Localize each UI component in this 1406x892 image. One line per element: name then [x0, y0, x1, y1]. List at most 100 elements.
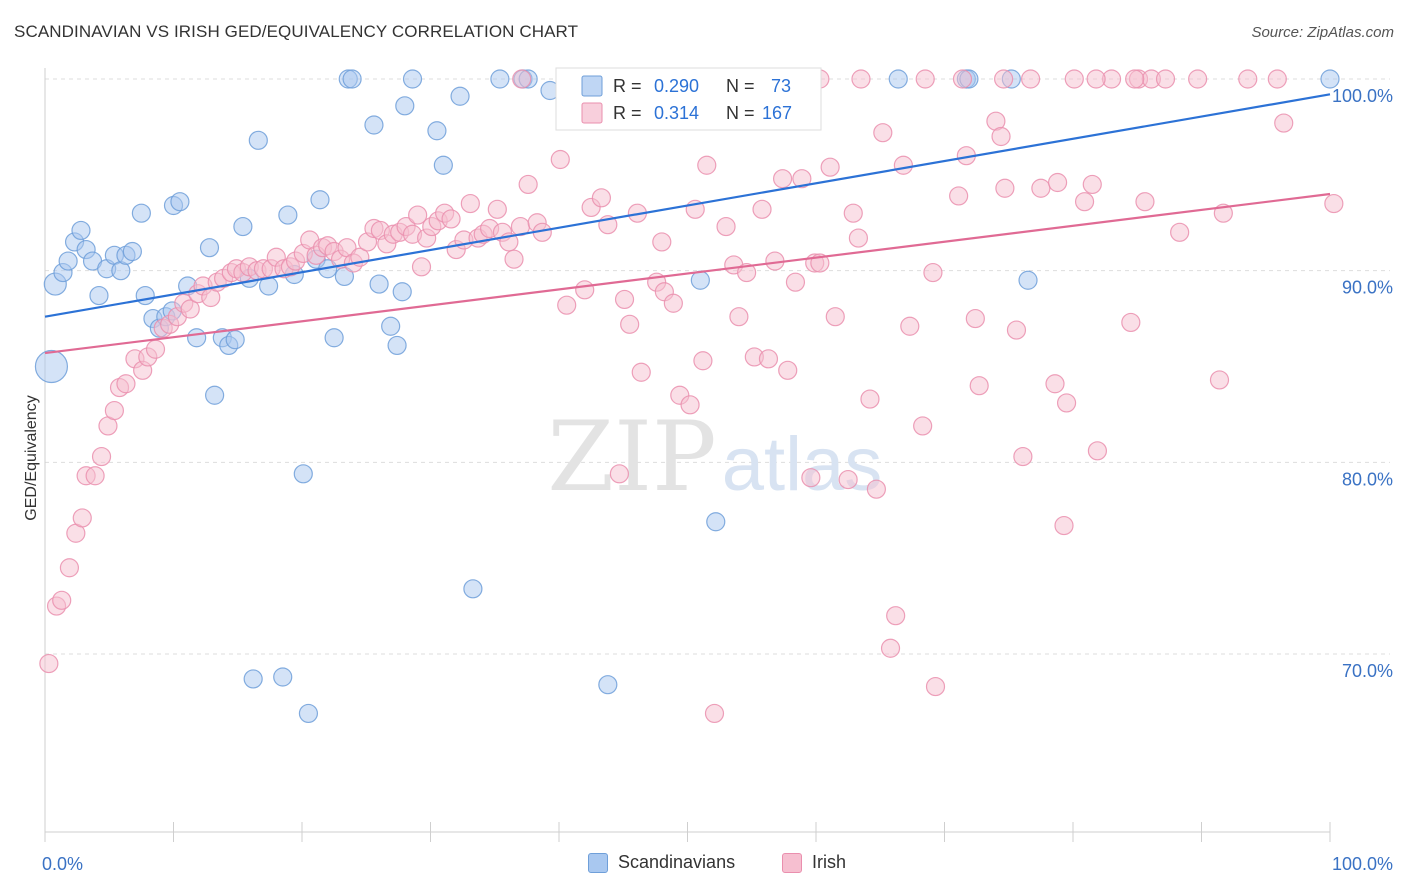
- irish-point: [1125, 69, 1145, 89]
- watermark-zip: ZIP: [547, 401, 716, 513]
- scandinavians-point: [122, 241, 142, 262]
- scandinavians-point: [324, 328, 344, 348]
- irish-point: [85, 466, 105, 486]
- scandinavians-point: [243, 669, 263, 689]
- irish-point: [915, 69, 935, 89]
- irish-point: [913, 416, 933, 436]
- scandinavians-point: [381, 316, 401, 336]
- irish-point: [1267, 69, 1287, 89]
- irish-point: [886, 606, 906, 626]
- irish-point: [116, 374, 136, 394]
- irish-point: [851, 69, 871, 89]
- irish-point: [1238, 69, 1258, 89]
- irish-point: [1082, 174, 1102, 195]
- scandinavians-point: [199, 238, 220, 258]
- irish-point: [518, 174, 538, 195]
- axes: [44, 68, 1331, 842]
- chart-title: SCANDINAVIAN VS IRISH GED/EQUIVALENCY CO…: [14, 22, 579, 41]
- scandinavians-point: [273, 667, 293, 687]
- legend-r-value: 0.290: [654, 76, 699, 96]
- scandinavians-point: [490, 69, 510, 89]
- scandinavians-point: [450, 86, 470, 106]
- legend-swatch-irish: [581, 102, 603, 124]
- irish-point: [512, 69, 532, 89]
- irish-point: [1135, 192, 1155, 212]
- irish-point: [716, 216, 736, 237]
- irish-point: [550, 149, 570, 170]
- irish-point: [792, 169, 812, 189]
- irish-point: [752, 199, 772, 219]
- irish-point: [1086, 69, 1106, 89]
- irish-point: [487, 199, 507, 219]
- legend-swatch-scandinavians: [581, 75, 603, 97]
- irish-point: [680, 395, 700, 415]
- scandinavians-point: [89, 285, 109, 306]
- scandinavians-point: [395, 96, 415, 116]
- scandinavians-point: [1018, 270, 1038, 290]
- irish-point: [145, 339, 166, 359]
- irish-point: [825, 307, 845, 327]
- irish-point: [995, 178, 1015, 198]
- irish-point: [925, 676, 946, 697]
- irish-point: [1013, 446, 1033, 467]
- irish-point: [1031, 178, 1051, 198]
- irish-point: [772, 169, 793, 189]
- legend-item-scandinavians[interactable]: Scandinavians: [588, 852, 735, 873]
- irish-point: [1056, 393, 1077, 413]
- irish-point: [949, 186, 969, 206]
- irish-point: [693, 351, 713, 371]
- irish-trend-line: [44, 192, 1331, 355]
- irish-point: [1121, 312, 1141, 333]
- watermark-atlas: atlas: [722, 422, 883, 507]
- tick-labels: 70.0% 80.0% 90.0% 100.0% 0.0% 100.0%: [42, 86, 1393, 874]
- irish-point: [557, 295, 577, 315]
- irish-point: [1209, 370, 1230, 390]
- scandinavians-point: [392, 282, 412, 302]
- irish-point: [843, 203, 863, 223]
- irish-point: [614, 289, 635, 310]
- irish-point: [952, 69, 973, 89]
- scandinavians-point: [170, 192, 190, 212]
- irish-point: [620, 314, 640, 334]
- irish-point: [1074, 192, 1095, 212]
- irish-point: [91, 446, 112, 467]
- irish-point: [965, 308, 985, 329]
- x-tick-label: 0.0%: [42, 854, 83, 874]
- gridlines: [45, 78, 1390, 655]
- irish-point: [1006, 320, 1027, 340]
- legend-item-irish[interactable]: Irish: [782, 852, 846, 873]
- irish-point: [1155, 69, 1176, 89]
- irish-point: [59, 558, 80, 578]
- scandinavians-point: [34, 349, 69, 384]
- legend-bottom: Scandinavians Irish: [0, 850, 1406, 880]
- irish-point: [820, 157, 840, 177]
- irish-point: [575, 280, 595, 300]
- legend-label-irish: Irish: [812, 852, 847, 872]
- irish-point: [1188, 69, 1208, 89]
- irish-point: [504, 249, 524, 269]
- irish-point: [460, 193, 480, 214]
- scandinavians-point: [298, 703, 319, 724]
- irish-point: [729, 307, 749, 327]
- scandinavians-point: [463, 579, 483, 599]
- irish-point: [591, 188, 612, 208]
- trend-lines: [44, 93, 1331, 355]
- irish-point: [704, 703, 725, 724]
- scandinavians-point: [598, 675, 618, 695]
- irish-point: [873, 123, 893, 143]
- scandinavians-point: [205, 385, 225, 405]
- scandinavians-point: [342, 69, 362, 89]
- irish-point: [994, 69, 1014, 89]
- irish-point: [104, 400, 124, 421]
- y-tick-label: 90.0%: [1342, 278, 1393, 298]
- irish-point: [1045, 374, 1065, 394]
- legend-r-label: R =: [613, 103, 642, 123]
- scandinavians-point: [233, 216, 253, 237]
- irish-point: [860, 389, 880, 409]
- irish-point: [778, 360, 798, 380]
- irish-point: [737, 262, 757, 283]
- irish-point: [893, 155, 913, 175]
- scandinavians-point: [131, 203, 151, 223]
- legend-swatch-irish: [782, 852, 802, 873]
